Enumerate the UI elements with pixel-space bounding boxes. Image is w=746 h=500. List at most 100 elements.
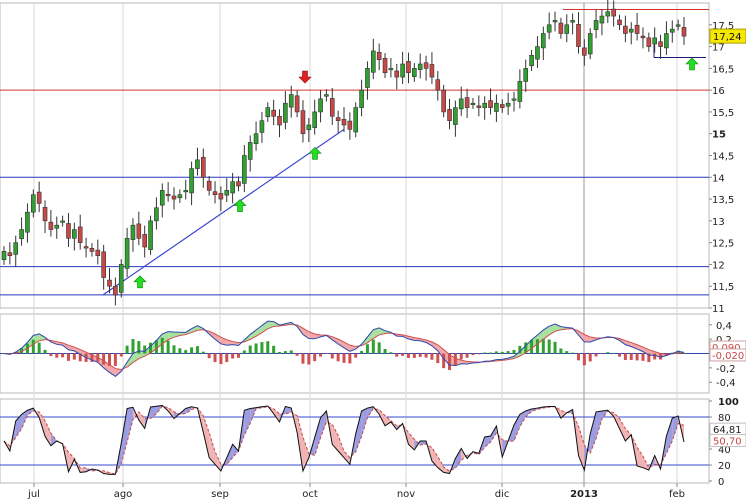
- candle-body: [623, 25, 628, 34]
- candle-body: [394, 70, 400, 78]
- macd-histogram-bar: [55, 353, 59, 358]
- macd-fill: [68, 345, 75, 351]
- macd-histogram-bar: [453, 353, 457, 366]
- stoch-fill: [21, 410, 28, 429]
- macd-fill: [250, 330, 257, 340]
- candle-body: [605, 11, 611, 17]
- y-tick-label: 0: [718, 477, 724, 488]
- candle-body: [124, 237, 130, 269]
- stoch-fill: [625, 428, 632, 441]
- candle-body: [470, 102, 476, 106]
- candle-body: [171, 195, 177, 200]
- macd-histogram-bar: [20, 348, 24, 354]
- candle-body: [7, 252, 13, 257]
- candle-body: [101, 251, 106, 278]
- macd-histogram-bar: [477, 353, 481, 355]
- macd-histogram-bar: [319, 353, 323, 357]
- macd-histogram-bar: [231, 353, 235, 359]
- x-tick-label: dic: [495, 489, 510, 500]
- y-tick-label: 13,5: [712, 195, 734, 206]
- macd-histogram-bar: [641, 353, 645, 361]
- stoch-fill: [619, 418, 626, 441]
- macd-histogram-bar: [623, 353, 627, 361]
- stoch-fill: [443, 467, 450, 474]
- stoch-fill: [80, 467, 87, 473]
- candle-body: [159, 190, 165, 206]
- candle-body: [48, 221, 54, 230]
- stoch-fill: [490, 426, 497, 443]
- stochastic-panel: [0, 404, 709, 475]
- y-tick-label: 14: [712, 173, 725, 184]
- macd-histogram-bar: [494, 351, 498, 354]
- macd-fill: [215, 333, 221, 344]
- candle-body: [564, 24, 570, 34]
- macd-histogram-bar: [49, 353, 53, 357]
- macd-histogram-bar: [389, 352, 393, 354]
- macd-histogram-bar: [594, 353, 598, 357]
- candle-body: [54, 224, 60, 229]
- sell-signal-arrow: [298, 70, 312, 84]
- stoch-fill: [285, 406, 292, 415]
- macd-histogram-bar: [260, 342, 264, 354]
- y-tick-label: 20: [718, 461, 731, 472]
- candle-body: [488, 100, 493, 108]
- buy-signal-arrow: [308, 146, 322, 160]
- stoch-fill: [273, 408, 280, 422]
- macd-panel: [0, 320, 709, 377]
- candle-body: [523, 68, 529, 82]
- macd-histogram-bar: [102, 353, 106, 365]
- macd-histogram-bar: [530, 339, 534, 354]
- macd-histogram-bar: [606, 352, 610, 354]
- macd-histogram-bar: [406, 353, 410, 358]
- candle-body: [576, 24, 581, 47]
- macd-histogram-bar: [131, 339, 135, 354]
- y-tick-label: 80: [718, 413, 731, 424]
- macd-histogram-bar: [571, 352, 575, 354]
- candle-body: [230, 181, 235, 194]
- candle-body: [195, 159, 200, 169]
- candle-body: [435, 79, 441, 91]
- macd-histogram-bar: [424, 353, 428, 358]
- y-tick-label: -0,2: [716, 364, 736, 375]
- macd-value-tag: [709, 348, 746, 362]
- macd-histogram-bar: [113, 353, 117, 366]
- panel-frame: [0, 398, 710, 484]
- candle-body: [429, 64, 435, 78]
- candle-body: [365, 68, 370, 88]
- candle-body: [294, 95, 300, 113]
- macd-histogram-bar: [383, 348, 387, 354]
- macd-fill: [349, 345, 356, 352]
- macd-histogram-bar: [143, 345, 147, 354]
- candle-body: [77, 226, 83, 243]
- y-tick-label: 15,5: [712, 108, 734, 119]
- macd-fill: [256, 325, 262, 337]
- candle-body: [113, 285, 118, 296]
- candle-body: [341, 119, 347, 126]
- stoch-fill: [420, 441, 427, 446]
- candle-body: [423, 62, 429, 69]
- macd-fill: [367, 329, 374, 343]
- candle-body: [89, 248, 95, 252]
- candle-body: [288, 94, 294, 108]
- y-tick-label: 16,5: [712, 64, 734, 75]
- macd-histogram-bar: [512, 349, 516, 354]
- macd-histogram-bar: [647, 353, 651, 363]
- stoch-fill: [672, 416, 679, 442]
- macd-histogram-bar: [66, 353, 70, 361]
- y-tick-label: 13: [712, 217, 725, 228]
- y-tick-label: 12,5: [712, 239, 734, 250]
- macd-histogram-bar: [553, 341, 557, 354]
- stoch-fill: [168, 407, 174, 419]
- macd-histogram-bar: [78, 353, 82, 362]
- stoch-fill: [519, 411, 526, 427]
- macd-histogram-bar: [418, 353, 422, 357]
- panel-frame: [0, 2, 710, 309]
- candle-body: [130, 224, 136, 240]
- candle-body: [95, 249, 101, 257]
- stoch-value-label: 50,70: [713, 436, 742, 447]
- stoch-fill: [45, 420, 51, 446]
- macd-histogram-bar: [659, 353, 663, 360]
- macd-histogram-bar: [588, 353, 592, 362]
- macd-histogram-bar: [559, 348, 563, 354]
